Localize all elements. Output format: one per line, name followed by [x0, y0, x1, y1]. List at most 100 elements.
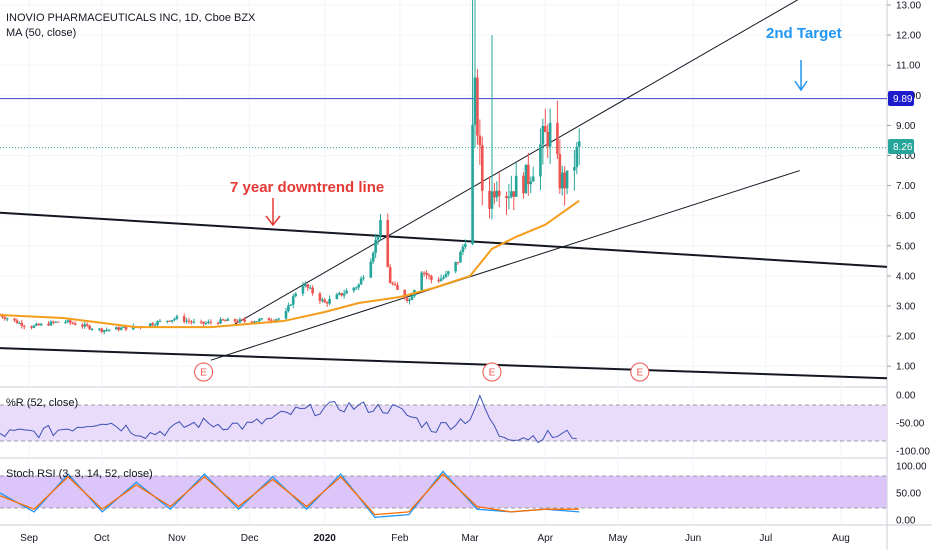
stoch-rsi-pane[interactable]: Stoch RSI (3, 3, 14, 52, close)	[0, 468, 887, 518]
candle-body	[439, 278, 443, 282]
candle-body	[493, 191, 496, 198]
earnings-marker-label: E	[489, 368, 496, 379]
candle-body	[267, 318, 271, 321]
candle-body	[558, 154, 562, 189]
candle-body	[560, 172, 564, 189]
candle-body	[410, 296, 414, 300]
stoch-axis[interactable]: 100.00 50.00 0.00	[896, 462, 927, 527]
candle-body	[185, 320, 188, 322]
price-tag-hline: 9.89	[888, 91, 914, 106]
trend-line	[210, 170, 800, 361]
target-arrow	[794, 60, 808, 92]
candle-body	[35, 323, 38, 326]
time-tick-label: Jul	[759, 533, 772, 544]
candle-body	[321, 299, 324, 301]
earnings-marker	[630, 362, 650, 382]
candle-body	[337, 293, 341, 295]
candle-body	[371, 252, 375, 262]
candle-body	[66, 320, 70, 322]
candle-body	[274, 319, 278, 321]
candle-body	[39, 323, 43, 326]
candle-body	[425, 272, 428, 275]
candle-body	[359, 278, 363, 285]
candle-body	[471, 124, 474, 245]
candle-body	[83, 324, 87, 327]
candle-body	[565, 170, 569, 189]
candle-body	[102, 330, 106, 332]
candle-body	[88, 325, 91, 330]
candle-body	[187, 320, 191, 322]
candle-body	[548, 122, 552, 147]
candle-body	[37, 323, 41, 326]
svg-text:8.26: 8.26	[893, 142, 913, 153]
candle-body	[575, 146, 579, 168]
candle-body	[122, 326, 125, 328]
candle-body	[30, 326, 33, 328]
candle-body	[437, 279, 440, 282]
candle-body	[81, 324, 84, 327]
candle-body	[216, 322, 220, 324]
trend-line	[234, 0, 799, 325]
candle-body	[447, 271, 450, 275]
candle-body	[473, 77, 477, 125]
price-tick-label: 8.00	[896, 151, 916, 162]
price-tick-label: 4.00	[896, 271, 916, 282]
time-axis[interactable]: Sep Oct Nov Dec 2020 Feb Mar Apr May Jun Jul Aug	[20, 533, 850, 544]
target-annotation: 2nd Target	[766, 25, 842, 42]
candle-body	[527, 164, 530, 185]
price-tick-label: 6.00	[896, 211, 916, 222]
candle-body	[476, 77, 479, 136]
candle-body	[393, 284, 397, 286]
candle-body	[68, 320, 72, 323]
time-tick-label: Aug	[832, 533, 850, 544]
candle-body	[488, 190, 491, 209]
candle-body	[221, 319, 225, 321]
candle-body	[270, 320, 273, 322]
svg-text:9.89: 9.89	[893, 94, 913, 105]
candle-body	[308, 287, 312, 289]
pct-r-tick-label: -50.00	[896, 419, 925, 430]
earnings-marker-label: E	[200, 368, 207, 379]
pct-r-pane[interactable]: %R (52, close)	[0, 394, 887, 444]
candle-body	[464, 244, 467, 247]
candle-body	[391, 283, 394, 285]
candle-body	[224, 320, 227, 322]
candle-body	[192, 321, 196, 323]
time-tick-label: Feb	[391, 533, 409, 544]
candle-body	[209, 321, 213, 323]
time-tick-label: Nov	[168, 533, 186, 544]
candle-body	[354, 287, 358, 289]
candle-body	[311, 287, 314, 294]
candle-body	[47, 323, 50, 326]
candle-body	[318, 293, 322, 301]
candle-body	[124, 326, 128, 330]
stoch-tick-label: 100.00	[896, 462, 927, 473]
price-pane[interactable]: E E E 7 year downtrend line 2nd Target INO…	[0, 0, 888, 382]
candle-body	[352, 287, 356, 291]
candle-body	[495, 190, 499, 198]
candle-body	[168, 320, 171, 322]
time-tick-label: Jun	[685, 533, 701, 544]
candle-body	[98, 328, 101, 330]
candle-body	[374, 239, 377, 253]
candle-body	[403, 289, 407, 299]
candle-body	[408, 299, 411, 301]
candle-body	[335, 294, 339, 300]
candle-body	[301, 286, 305, 294]
trend-line	[0, 347, 888, 380]
pct-r-axis[interactable]: 0.00 -50.00 -100.00	[896, 391, 930, 458]
stoch-d-line	[0, 473, 580, 516]
candle-body	[56, 321, 60, 323]
candle-body	[238, 319, 242, 323]
candle-body	[376, 236, 380, 240]
ma-legend: MA (50, close)	[6, 27, 76, 39]
candle-body	[420, 272, 423, 291]
candle-body	[362, 277, 365, 279]
candle-body	[291, 296, 295, 305]
candle-body	[158, 320, 162, 322]
candle-body	[64, 321, 67, 323]
candle-body	[289, 304, 293, 306]
price-tick-label: 12.00	[896, 31, 921, 42]
candle-body	[226, 319, 230, 321]
